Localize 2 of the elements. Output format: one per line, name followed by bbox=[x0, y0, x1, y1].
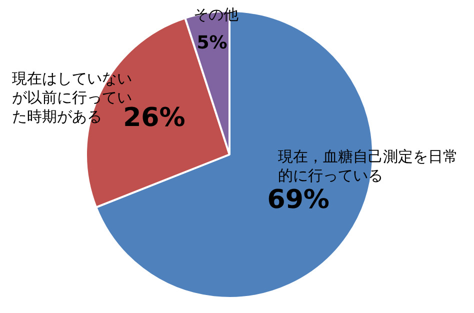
data-label: 69% bbox=[267, 185, 330, 216]
data-label: 5% bbox=[196, 32, 228, 54]
